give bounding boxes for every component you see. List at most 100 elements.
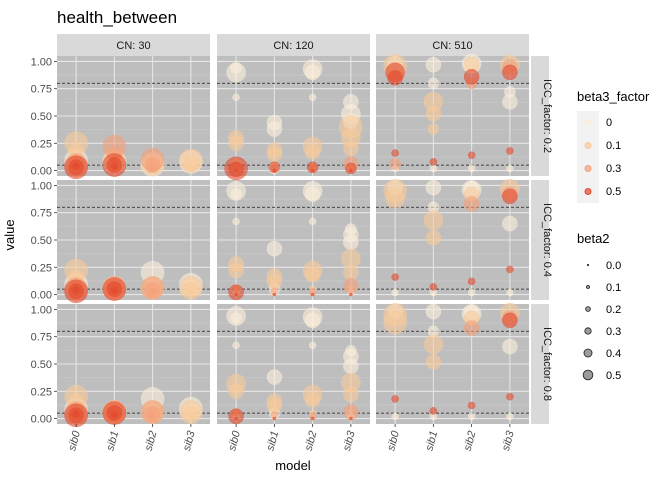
data-point xyxy=(463,320,480,336)
data-point xyxy=(64,131,88,156)
data-point xyxy=(228,129,244,146)
data-point xyxy=(349,416,353,421)
y-tick-label: 1.00 xyxy=(31,56,52,68)
data-point xyxy=(310,292,315,297)
y-axis-title: value xyxy=(2,219,17,250)
column-strip-label: CN: 120 xyxy=(273,40,313,52)
y-tick-label: 0.50 xyxy=(31,111,52,123)
y-tick-label: 1.00 xyxy=(31,180,52,192)
x-tick-label: sib1 xyxy=(423,430,440,453)
data-point xyxy=(266,369,283,385)
legend-size-label: 0.3 xyxy=(606,326,621,338)
legend-size-key xyxy=(583,348,593,358)
data-point xyxy=(308,93,317,102)
legend-color-label: 0.5 xyxy=(606,186,621,198)
data-point xyxy=(224,156,248,181)
data-point xyxy=(179,400,203,424)
data-point xyxy=(339,115,363,139)
legend-size-label: 0.4 xyxy=(606,348,621,360)
row-strip xyxy=(531,56,549,176)
data-point xyxy=(425,179,442,196)
facet-panels: CN: 30 CN: 120 CN: 510 ICC_factor: 0.2 ICC_f… xyxy=(57,34,553,428)
data-point xyxy=(308,217,317,226)
data-point xyxy=(140,400,165,424)
y-tick-label: 0.50 xyxy=(31,359,52,371)
data-point xyxy=(467,151,476,160)
x-tick-label: sib3 xyxy=(500,429,517,452)
legend-size-key xyxy=(582,369,594,381)
points-layer xyxy=(64,53,520,428)
legend-size: beta2 0.0 0.1 0.2 0.3 0.4 0.5 xyxy=(577,231,621,386)
column-strip-label: CN: 510 xyxy=(432,40,472,52)
data-point xyxy=(425,353,442,370)
data-point xyxy=(463,68,480,85)
data-point xyxy=(306,161,319,174)
legend-size-title: beta2 xyxy=(577,231,610,246)
data-point xyxy=(268,161,281,174)
y-tick-label: 0.00 xyxy=(31,290,52,302)
data-point xyxy=(64,403,88,428)
data-point xyxy=(463,196,480,212)
data-point xyxy=(425,56,442,73)
data-point xyxy=(429,157,438,166)
x-axis-title: model xyxy=(275,458,311,473)
legend-color-key xyxy=(584,119,592,126)
data-point xyxy=(467,412,476,421)
data-point xyxy=(345,223,357,235)
data-point xyxy=(228,408,244,425)
y-tick-label: 0.25 xyxy=(31,262,52,274)
column-strip xyxy=(376,34,529,56)
y-tick-label: 0.25 xyxy=(31,138,52,150)
data-point xyxy=(228,284,244,301)
data-point xyxy=(467,288,476,297)
data-point xyxy=(391,412,399,421)
data-point xyxy=(389,158,401,170)
data-point xyxy=(64,155,88,180)
legend-color-label: 0.3 xyxy=(606,163,621,175)
x-tick-label: sib3 xyxy=(341,429,358,452)
data-point xyxy=(302,384,323,405)
row-strip-label: ICC_factor: 0.4 xyxy=(541,203,553,277)
data-point xyxy=(425,229,442,246)
data-point xyxy=(467,277,476,286)
data-point xyxy=(343,277,359,294)
data-point xyxy=(232,341,240,350)
legend-color-key xyxy=(584,188,592,195)
data-point xyxy=(385,62,405,83)
data-point xyxy=(341,372,361,393)
y-tick-label: 0.75 xyxy=(31,208,52,220)
legend-size-key xyxy=(586,263,590,267)
data-point xyxy=(429,283,438,291)
data-point xyxy=(228,256,244,272)
legend-color: beta3_factor 0 0.1 0.3 0.5 xyxy=(577,89,650,203)
data-point xyxy=(345,162,357,175)
legend-color-key xyxy=(584,165,592,172)
y-tick-label: 1.00 xyxy=(31,304,52,316)
data-point xyxy=(427,123,440,135)
legend-size-label: 0.1 xyxy=(606,282,621,294)
data-point xyxy=(266,141,283,158)
data-point xyxy=(341,248,361,269)
data-point xyxy=(310,416,315,421)
data-point xyxy=(179,148,203,173)
y-tick-label: 0.00 xyxy=(31,414,52,426)
data-point xyxy=(272,416,277,421)
data-point xyxy=(272,292,277,297)
x-tick-label: sib1 xyxy=(264,430,281,453)
data-point xyxy=(226,306,246,326)
data-point xyxy=(349,292,353,297)
x-tick-label: sib0 xyxy=(385,429,402,452)
data-point xyxy=(102,401,127,425)
data-point xyxy=(502,312,518,329)
data-point xyxy=(506,265,514,274)
data-point xyxy=(343,93,359,110)
data-point xyxy=(383,310,407,335)
x-tick-label: sib2 xyxy=(143,430,160,453)
chart-title: health_between xyxy=(57,8,177,27)
data-point xyxy=(391,149,399,157)
data-point xyxy=(504,86,516,98)
x-tick-label: sib2 xyxy=(303,430,320,453)
data-point xyxy=(506,392,514,401)
data-point xyxy=(506,147,514,155)
legend-size-key xyxy=(584,327,592,335)
